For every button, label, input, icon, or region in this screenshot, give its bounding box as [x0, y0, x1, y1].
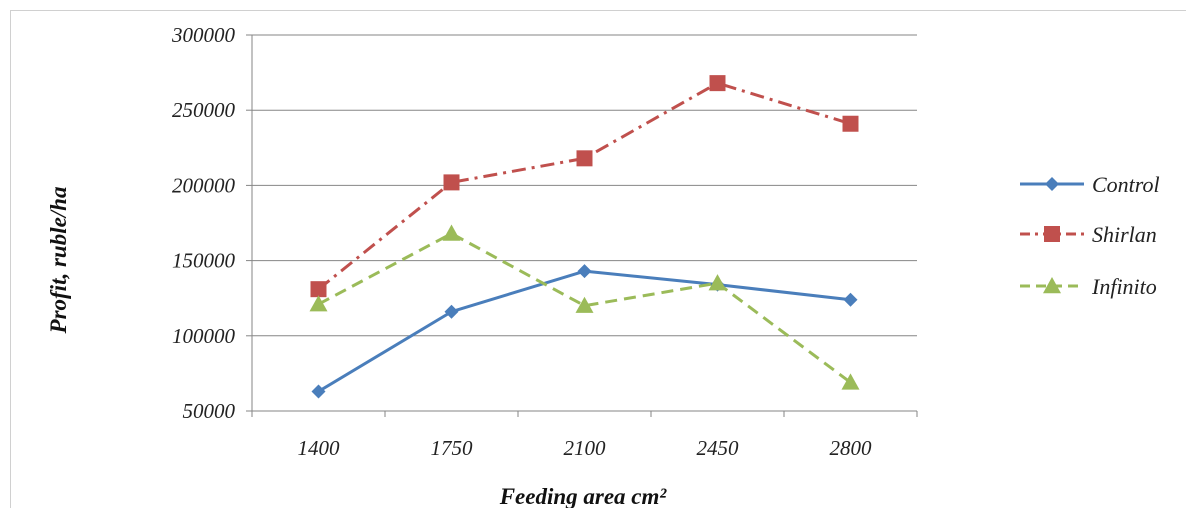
gridlines — [252, 34, 917, 337]
legend-label-control: Control — [1092, 172, 1160, 197]
chart-frame — [10, 10, 1186, 508]
x-tick-label: 2800 — [830, 436, 873, 460]
series-line-control — [317, 269, 851, 393]
legend-marker-shirlan — [1044, 226, 1060, 242]
series-line-shirlan — [317, 81, 851, 291]
x-tick-label: 1750 — [431, 436, 474, 460]
series-infinito — [309, 224, 860, 390]
y-tick-label: 100000 — [172, 324, 236, 348]
x-tick-label: 1400 — [298, 436, 341, 460]
data-point-control — [577, 264, 592, 279]
data-point-infinito — [442, 224, 461, 241]
data-point-shirlan — [443, 174, 460, 191]
data-point-control — [843, 292, 858, 307]
data-point-infinito — [708, 274, 727, 291]
x-tick-label: 2100 — [564, 436, 607, 460]
series-group — [309, 75, 860, 399]
x-tick-label: 2450 — [697, 436, 740, 460]
y-tick-label: 200000 — [172, 173, 236, 197]
legend-item-control: Control — [1020, 172, 1160, 197]
data-point-control — [311, 384, 326, 399]
legend-item-shirlan: Shirlan — [1020, 222, 1157, 247]
y-tick-label: 50000 — [183, 399, 236, 423]
legend-marker-infinito — [1043, 277, 1061, 294]
legend-label-shirlan: Shirlan — [1092, 222, 1157, 247]
data-point-control — [444, 304, 459, 319]
axes — [251, 35, 917, 412]
data-point-infinito — [309, 295, 328, 312]
data-point-shirlan — [576, 150, 593, 167]
legend-marker-control — [1045, 177, 1059, 191]
legend-item-infinito: Infinito — [1020, 274, 1157, 299]
legend: Control Shirlan Infinito — [1020, 172, 1160, 299]
data-point-infinito — [841, 373, 860, 390]
y-tick-label: 250000 — [172, 98, 236, 122]
y-axis-title: Profit, ruble/ha — [46, 187, 71, 335]
data-point-infinito — [575, 296, 594, 313]
series-shirlan — [310, 75, 859, 298]
x-axis-title: Feeding area cm² — [499, 484, 668, 508]
data-point-shirlan — [310, 281, 327, 298]
series-line-infinito — [317, 232, 852, 384]
axis-ticks: 300000 250000 200000 150000 100000 50000 1400 1… — [171, 23, 918, 460]
data-point-shirlan — [842, 115, 859, 132]
y-tick-label: 150000 — [172, 249, 236, 273]
y-tick-label: 300000 — [171, 23, 236, 47]
legend-label-infinito: Infinito — [1091, 274, 1157, 299]
series-control — [311, 264, 858, 399]
data-point-shirlan — [709, 75, 726, 92]
